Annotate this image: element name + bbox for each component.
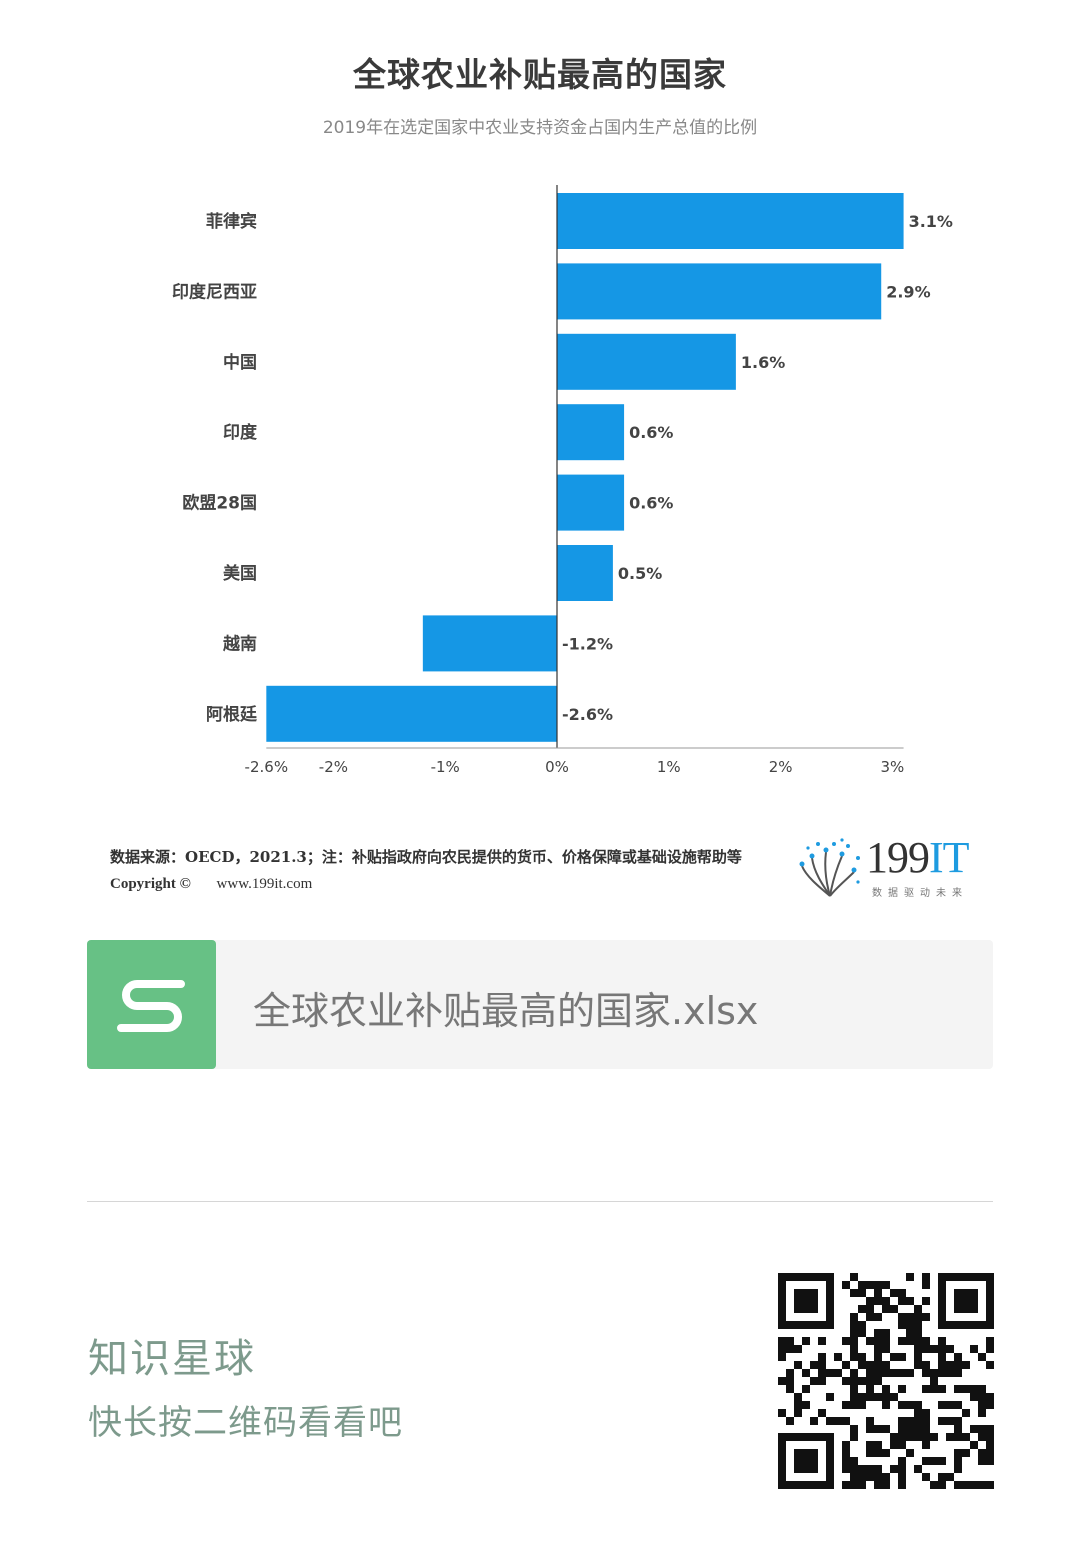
x-tick-label: -2% bbox=[319, 758, 348, 776]
value-label: -1.2% bbox=[562, 634, 613, 653]
value-label: 0.6% bbox=[629, 423, 673, 442]
x-tick-label: 1% bbox=[657, 758, 681, 776]
divider bbox=[87, 1201, 993, 1202]
x-tick-label: -1% bbox=[431, 758, 460, 776]
category-label: 越南 bbox=[222, 633, 257, 654]
value-label: 0.6% bbox=[629, 494, 673, 513]
bar-7 bbox=[266, 685, 557, 742]
promo-title: 知识星球 bbox=[88, 1336, 256, 1382]
category-label: 菲律宾 bbox=[206, 211, 257, 232]
category-label: 印度 bbox=[223, 422, 258, 443]
value-label: -2.6% bbox=[562, 705, 613, 724]
category-label: 印度尼西亚 bbox=[172, 281, 257, 302]
qr-code-icon[interactable] bbox=[778, 1273, 994, 1489]
value-label: 0.5% bbox=[618, 564, 662, 583]
bar-1 bbox=[557, 263, 882, 320]
category-label: 欧盟28国 bbox=[182, 493, 257, 514]
value-label: 3.1% bbox=[909, 212, 953, 231]
website-link[interactable]: www.199it.com bbox=[216, 876, 313, 892]
x-tick-label: 0% bbox=[545, 758, 569, 776]
value-label: 2.9% bbox=[886, 282, 930, 301]
x-tick-label: 3% bbox=[881, 758, 905, 776]
bar-4 bbox=[557, 474, 625, 531]
chart-title: 全球农业补贴最高的国家 bbox=[353, 55, 727, 94]
bar-3 bbox=[557, 404, 625, 461]
category-label: 阿根廷 bbox=[206, 704, 258, 725]
file-attachment-card[interactable]: 全球农业补贴最高的国家.xlsx bbox=[87, 940, 993, 1069]
bar-0 bbox=[557, 193, 904, 249]
bar-5 bbox=[557, 545, 613, 601]
spreadsheet-s-icon bbox=[87, 940, 216, 1069]
data-source-note: 数据来源：OECD，2021.3；注：补贴指政府向农民提供的货币、价格保障或基础… bbox=[110, 848, 742, 866]
file-name: 全球农业补贴最高的国家.xlsx bbox=[253, 989, 759, 1033]
chart-subtitle: 2019年在选定国家中农业支持资金占国内生产总值的比例 bbox=[322, 118, 758, 138]
x-tick-label: -2.6% bbox=[245, 758, 289, 776]
199it-logo-icon bbox=[799, 838, 860, 897]
bar-6 bbox=[422, 615, 557, 672]
x-tick-label: 2% bbox=[769, 758, 793, 776]
copyright-text: Copyright © bbox=[110, 876, 191, 892]
copyright-line: Copyright © www.199it.com bbox=[110, 876, 312, 893]
value-label: 1.6% bbox=[741, 353, 785, 372]
category-label: 中国 bbox=[223, 352, 257, 373]
bar-2 bbox=[557, 333, 736, 390]
category-label: 美国 bbox=[223, 563, 257, 584]
logo-tagline: 数据驱动未来 bbox=[872, 888, 968, 899]
promo-subtitle: 快长按二维码看看吧 bbox=[88, 1403, 403, 1443]
199it-logo-text: 199IT bbox=[866, 833, 970, 882]
bar-chart: 菲律宾 3.1% 印度尼西亚 2.9% 中国 1.6% 印度 0.6% 欧盟28国 0.6% 美国 0… bbox=[172, 185, 953, 776]
